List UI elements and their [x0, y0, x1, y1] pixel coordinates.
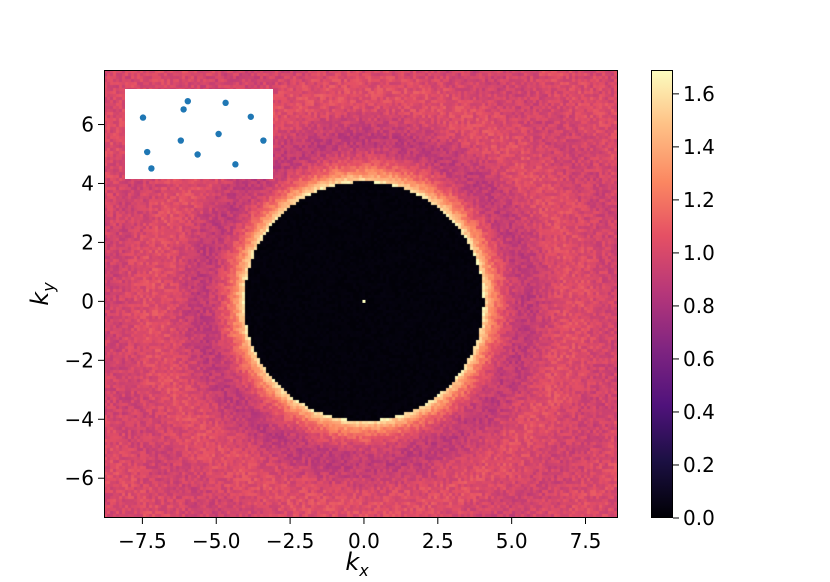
inset-point [222, 99, 229, 107]
x-tick-label: 0.0 [348, 529, 380, 553]
y-tick-label: 2 [81, 230, 94, 254]
colorbar-ticks: 0.0 0.2 0.4 0.6 0.8 1.0 1.2 1.4 1.6 [673, 82, 715, 530]
y-tick-label: 4 [81, 171, 94, 195]
colorbar-tick-label: 0.6 [683, 347, 715, 371]
y-axis-ticks: 6 4 2 0 −2 −4 −6 [65, 113, 104, 490]
inset-point [180, 106, 187, 113]
colorbar-tick-label: 1.4 [683, 135, 715, 159]
inset-point [184, 98, 191, 105]
inset-point [194, 151, 201, 158]
x-tick-label: 7.5 [570, 529, 602, 553]
colorbar-frame [651, 70, 673, 518]
center-point [362, 299, 366, 303]
y-tick-label: 0 [81, 289, 94, 313]
x-tick-label: 2.5 [422, 529, 454, 553]
plot-frame [104, 70, 618, 518]
x-tick-label: −2.5 [266, 529, 315, 553]
inset-scatter [125, 89, 273, 179]
inset-point [260, 137, 267, 144]
x-tick-label: −5.0 [192, 529, 241, 553]
inset-point [139, 114, 147, 121]
inset-background [125, 89, 273, 179]
colorbar-tick-label: 0.8 [683, 294, 715, 318]
inset-point [247, 113, 254, 120]
y-tick-label: −2 [65, 348, 94, 372]
x-tick-label: −7.5 [118, 529, 167, 553]
inset-point [148, 165, 155, 172]
y-axis-label: ky [26, 282, 58, 306]
inset-point [232, 161, 239, 168]
colorbar-tick-label: 0.2 [683, 453, 715, 477]
colorbar-tick-label: 0.4 [683, 400, 715, 424]
y-tick-label: 6 [81, 113, 94, 137]
x-tick-label: 5.0 [496, 529, 528, 553]
colorbar-tick-label: 1.0 [683, 241, 715, 265]
colorbar-tick-label: 1.2 [683, 188, 715, 212]
x-axis-label: kx [345, 548, 369, 580]
inset-point [215, 130, 222, 138]
inset-point [177, 137, 184, 144]
inset-point [144, 148, 151, 156]
colorbar-tick-label: 1.6 [683, 82, 715, 106]
x-axis-ticks: −7.5 −5.0 −2.5 0.0 2.5 5.0 7.5 [118, 518, 601, 553]
y-tick-label: −6 [65, 466, 94, 490]
colorbar-tick-label: 0.0 [683, 506, 715, 530]
y-tick-label: −4 [65, 407, 94, 431]
colorbar [651, 70, 673, 518]
